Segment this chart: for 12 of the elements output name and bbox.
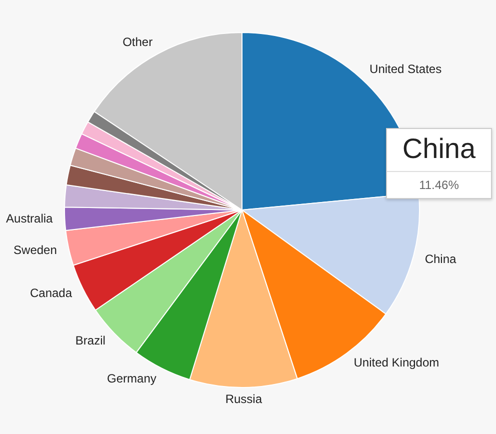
slice-label: Australia <box>6 212 54 226</box>
slice-label: China <box>424 252 457 266</box>
slice-label: Sweden <box>14 242 57 257</box>
slice-label: United States <box>370 62 442 76</box>
text: China <box>387 129 491 172</box>
slice-label: United Kingdom <box>354 355 440 370</box>
slice-label: Russia <box>225 392 262 406</box>
slice-label: Canada <box>30 286 72 300</box>
slice-label: Germany <box>107 371 156 386</box>
slice-label: Other <box>122 35 153 50</box>
slice-label: Brazil <box>75 334 106 348</box>
text: 11.46% <box>418 177 460 194</box>
